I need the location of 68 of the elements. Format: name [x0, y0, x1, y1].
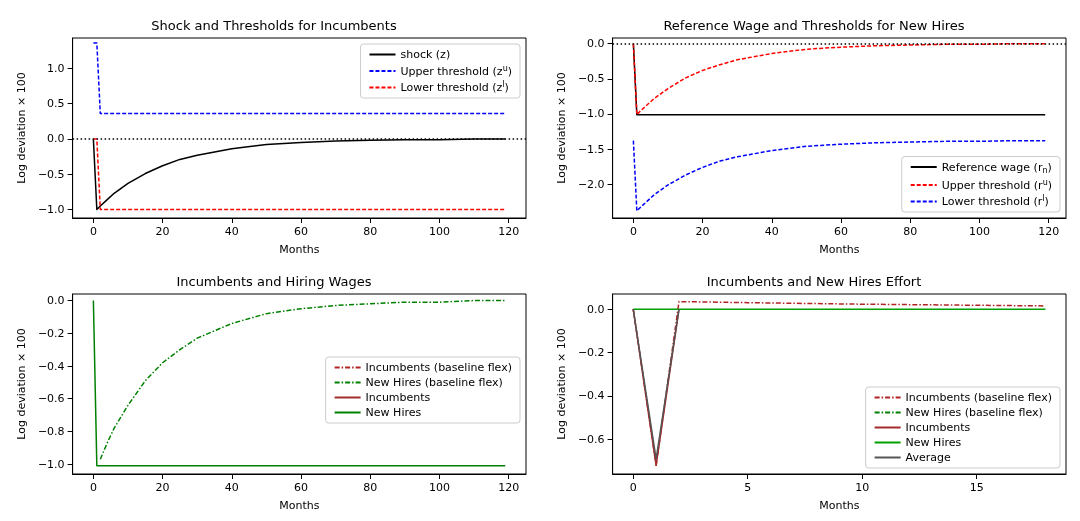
line-series: [632, 139, 1046, 212]
y-axis-title: Log deviation × 100: [15, 328, 28, 440]
y-tick-label: −0.5: [37, 167, 65, 181]
x-tick-label: 80: [903, 225, 918, 238]
y-tick-label: 1.0: [47, 61, 65, 75]
y-tick-label: −2.0: [577, 177, 605, 191]
x-tick-label: 40: [224, 225, 239, 238]
y-tick-label: −1.0: [37, 203, 65, 217]
y-tick-label: −1.5: [577, 142, 605, 156]
legend-label: New Hires (baseline flex): [365, 376, 503, 389]
x-tick-label: 0: [89, 481, 97, 494]
x-tick-label: 120: [1038, 225, 1060, 238]
chart-title: Shock and Thresholds for Incumbents: [151, 18, 397, 33]
legend-label: New Hires: [905, 436, 962, 449]
y-tick-label: 0.5: [47, 97, 65, 111]
y-tick-label: 0.0: [47, 132, 65, 146]
x-tick-label: 10: [855, 481, 870, 494]
chart-title: Incumbents and New Hires Effort: [706, 274, 922, 289]
legend-label: shock (z): [400, 48, 451, 61]
x-tick-label: 80: [363, 225, 378, 238]
x-tick-label: 60: [294, 481, 309, 494]
x-tick-label: 20: [155, 481, 170, 494]
x-axis-title: Months: [819, 499, 860, 512]
y-tick-label: 0.0: [587, 302, 605, 316]
x-tick-label: 80: [363, 481, 378, 494]
x-tick-label: 100: [428, 481, 450, 494]
x-tick-label: 20: [155, 225, 170, 238]
y-axis-title: Log deviation × 100: [555, 72, 568, 184]
x-tick-label: 60: [294, 225, 309, 238]
y-tick-label: 0.0: [47, 294, 65, 308]
legend-label: New Hires: [365, 406, 422, 419]
x-axis-title: Months: [819, 243, 860, 256]
legend-label: New Hires (baseline flex): [905, 406, 1043, 419]
legend-label: Incumbents: [905, 421, 971, 434]
x-tick-label: 100: [968, 225, 990, 238]
x-axis-title: Months: [279, 499, 320, 512]
x-tick-label: 60: [834, 225, 849, 238]
y-tick-label: −1.0: [37, 457, 65, 471]
y-tick-label: −0.2: [577, 346, 605, 360]
chart-title: Incumbents and Hiring Wages: [176, 274, 372, 289]
y-tick-label: −0.4: [37, 359, 65, 373]
legend-label: Incumbents: [365, 391, 431, 404]
chart-title: Reference Wage and Thresholds for New Hires: [663, 18, 965, 33]
legend-label: Average: [905, 451, 952, 464]
x-tick-label: 100: [428, 225, 450, 238]
x-tick-label: 5: [744, 481, 752, 494]
x-tick-label: 0: [89, 225, 97, 238]
y-tick-label: −0.5: [577, 72, 605, 86]
x-tick-label: 15: [969, 481, 984, 494]
x-tick-label: 0: [629, 225, 637, 238]
x-axis-title: Months: [279, 243, 320, 256]
y-tick-label: −1.0: [577, 107, 605, 121]
x-tick-label: 120: [498, 225, 520, 238]
x-tick-label: 20: [695, 225, 710, 238]
y-tick-label: 0.0: [587, 37, 605, 51]
x-tick-label: 120: [498, 481, 520, 494]
y-axis-title: Log deviation × 100: [15, 72, 28, 184]
legend-label: Incumbents (baseline flex): [365, 361, 513, 374]
x-tick-label: 40: [764, 225, 779, 238]
y-axis-title: Log deviation × 100: [555, 328, 568, 440]
legend-label: Incumbents (baseline flex): [905, 391, 1053, 404]
x-tick-label: 0: [629, 481, 637, 494]
x-tick-label: 40: [224, 481, 239, 494]
y-tick-label: −0.6: [577, 432, 605, 446]
y-tick-label: −0.6: [37, 392, 65, 406]
y-tick-label: −0.8: [37, 424, 65, 438]
y-tick-label: −0.2: [37, 326, 65, 340]
y-tick-label: −0.4: [577, 389, 605, 403]
